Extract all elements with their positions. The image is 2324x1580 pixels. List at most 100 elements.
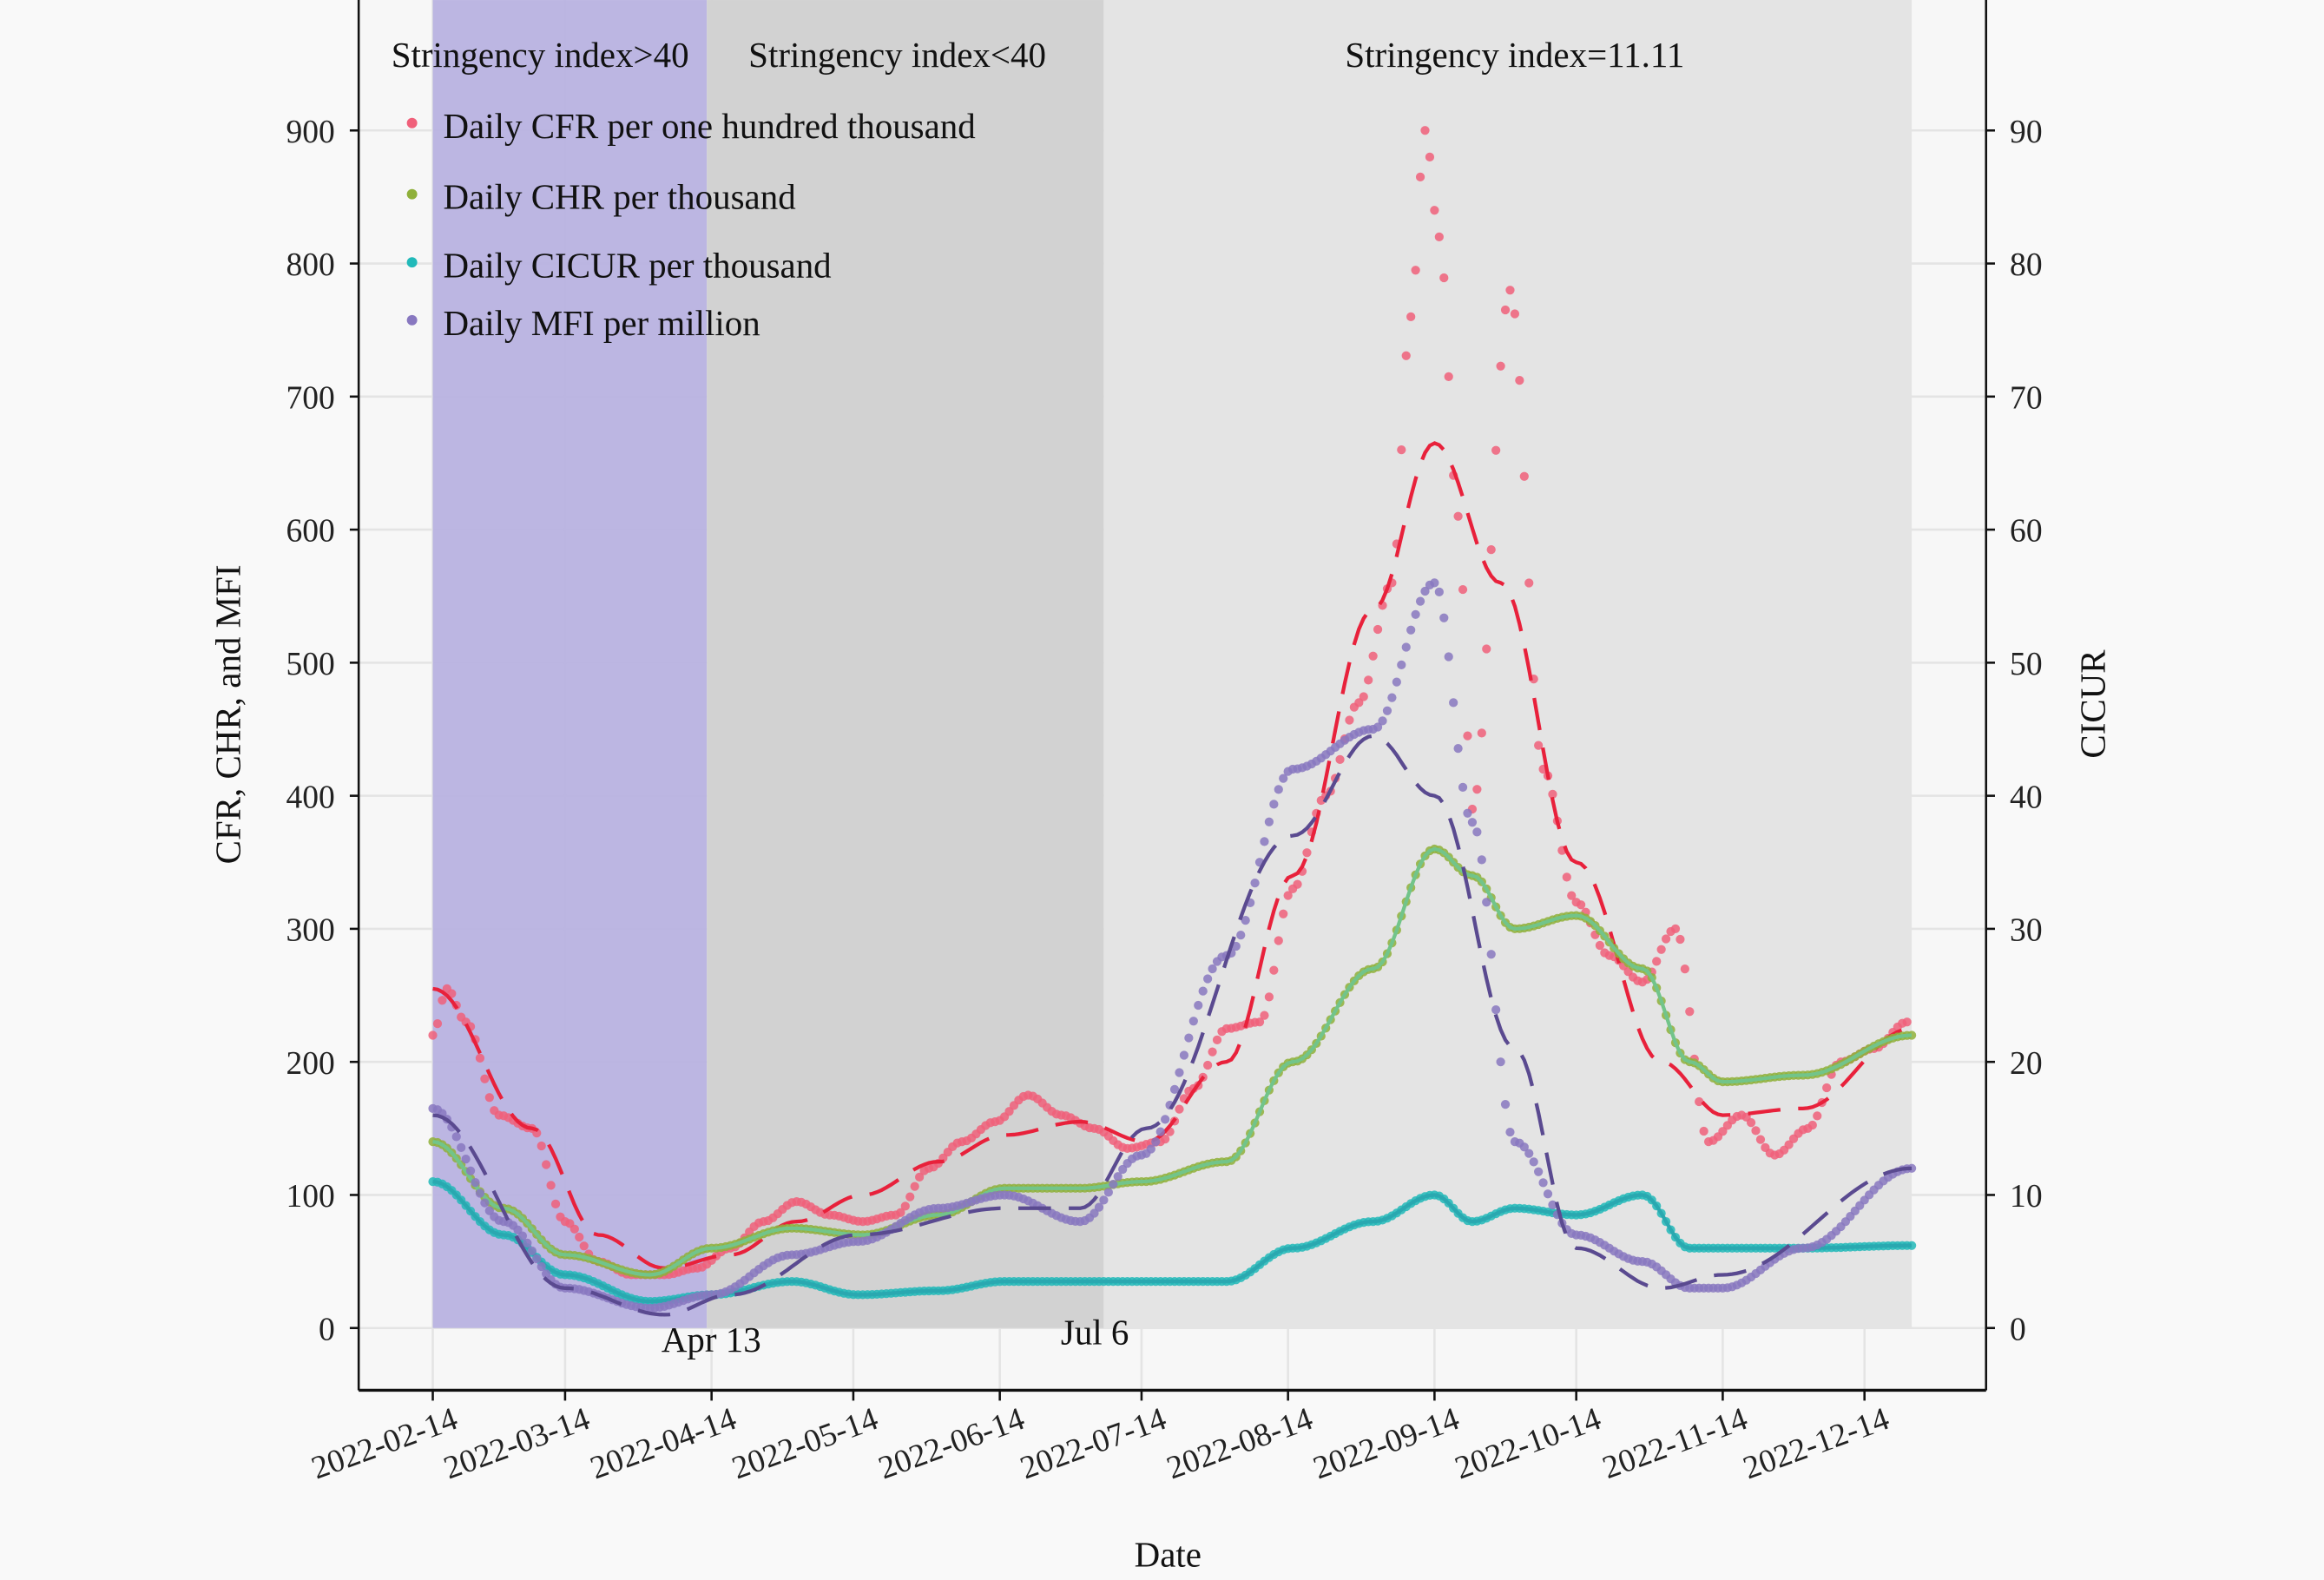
data-point <box>1449 698 1458 708</box>
data-point <box>546 1181 556 1190</box>
data-point <box>1676 934 1685 945</box>
series-4 <box>428 578 1917 1317</box>
data-point <box>527 1246 537 1255</box>
data-point <box>579 1241 589 1251</box>
y-tick-label: 100 <box>286 1179 335 1215</box>
data-point <box>1534 1167 1544 1176</box>
legend-label: Daily CFR per one hundred thousand <box>443 106 975 146</box>
data-point <box>1463 731 1472 741</box>
data-point <box>1434 587 1444 597</box>
data-point <box>428 1030 438 1040</box>
data-point <box>1274 785 1283 794</box>
data-point <box>1486 544 1496 555</box>
data-point <box>569 1224 579 1234</box>
data-point <box>451 1132 461 1142</box>
data-point <box>1382 706 1392 715</box>
data-point <box>1472 785 1482 794</box>
data-point <box>1415 172 1425 182</box>
y-tick-label-right: 60 <box>2010 514 2043 550</box>
data-point <box>910 1182 919 1191</box>
y-tick-label: 200 <box>286 1046 335 1082</box>
data-point <box>1279 774 1288 783</box>
data-point <box>1283 891 1293 900</box>
data-point <box>1453 744 1463 754</box>
data-point <box>1458 584 1468 595</box>
legend-label: Daily CHR per thousand <box>443 177 795 217</box>
data-point <box>1293 879 1302 889</box>
data-point <box>1463 808 1472 818</box>
data-point <box>1373 624 1383 635</box>
data-point <box>1113 1172 1122 1182</box>
data-point <box>1188 1017 1198 1026</box>
data-point <box>915 1172 925 1182</box>
data-point <box>1392 677 1401 687</box>
y-tick-label: 300 <box>286 913 335 949</box>
data-point <box>1695 1096 1704 1107</box>
data-point <box>1906 1030 1917 1040</box>
data-point <box>1175 1104 1184 1114</box>
data-point <box>1004 1107 1014 1116</box>
data-point <box>1718 1127 1728 1136</box>
legend-marker <box>406 257 418 268</box>
data-point <box>1397 660 1406 669</box>
legend-marker <box>406 188 418 200</box>
data-point <box>1208 964 1217 974</box>
region-label: Stringency index<40 <box>748 35 1046 75</box>
data-point <box>1529 1157 1538 1167</box>
data-point <box>1477 855 1486 865</box>
data-point <box>1401 351 1411 360</box>
data-point <box>1099 1195 1109 1205</box>
data-point <box>1103 1188 1113 1197</box>
data-point <box>1500 305 1511 315</box>
data-point <box>1415 596 1425 606</box>
data-point <box>1567 891 1577 900</box>
data-point <box>1411 609 1420 619</box>
data-point <box>1505 1127 1515 1137</box>
y-tick-label: 700 <box>286 380 335 416</box>
data-point <box>1203 974 1213 984</box>
data-point <box>1274 936 1283 945</box>
legend-label: Daily MFI per million <box>443 303 760 343</box>
annotation-label: Apr 13 <box>662 1320 761 1359</box>
data-point <box>1751 1126 1761 1136</box>
data-point <box>1491 1005 1501 1015</box>
data-point <box>1406 312 1416 321</box>
data-point <box>1472 827 1482 837</box>
data-point <box>1254 1017 1265 1027</box>
data-point <box>1236 931 1246 940</box>
data-point <box>1161 1134 1170 1144</box>
data-point <box>1354 698 1364 708</box>
data-point <box>1434 232 1444 242</box>
data-point <box>1264 817 1274 826</box>
data-point <box>1813 1111 1822 1121</box>
data-point <box>537 1141 546 1151</box>
data-point <box>1534 741 1544 750</box>
data-point <box>1335 754 1345 765</box>
data-point <box>1175 1068 1184 1077</box>
data-point <box>1264 992 1274 1002</box>
y-tick-label-right: 10 <box>2010 1179 2043 1215</box>
data-point <box>432 1019 443 1029</box>
data-point <box>1425 152 1435 162</box>
data-point <box>1279 909 1288 918</box>
data-point <box>484 1206 494 1215</box>
region-label: Stringency index=11.11 <box>1345 35 1684 75</box>
data-point <box>1496 1057 1505 1067</box>
y-axis-label-left: CFR, CHR, and MFI <box>208 564 248 864</box>
data-point <box>1822 1083 1832 1093</box>
data-point <box>1094 1202 1104 1212</box>
data-point <box>1387 693 1397 702</box>
fit-curve <box>432 846 1913 1277</box>
y-tick-label-right: 90 <box>2010 115 2043 150</box>
series-2 <box>428 844 1917 1280</box>
data-point <box>523 1238 532 1248</box>
data-point <box>1505 286 1515 295</box>
data-point <box>1203 1060 1213 1070</box>
data-point <box>1500 1100 1511 1109</box>
y-tick-label-right: 30 <box>2010 913 2043 949</box>
data-point <box>1685 1007 1695 1017</box>
data-point <box>1661 934 1671 944</box>
y-tick-label-right: 0 <box>2010 1312 2026 1347</box>
data-point <box>1439 613 1449 622</box>
